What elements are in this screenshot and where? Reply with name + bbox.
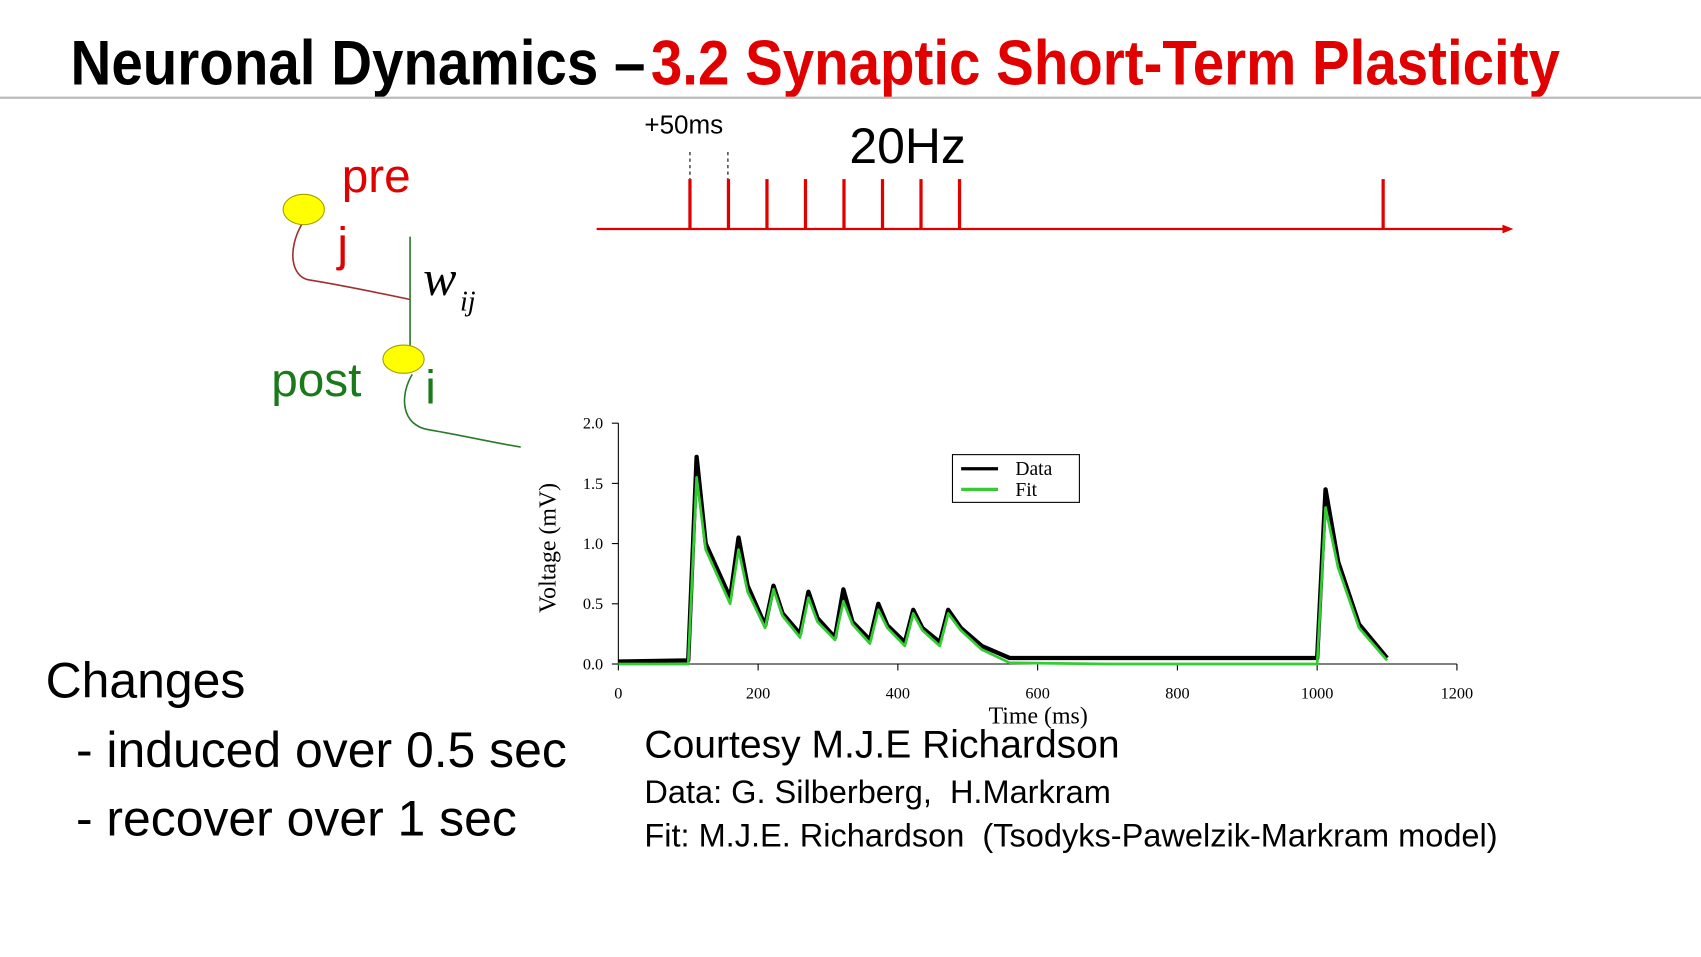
x-axis-label: Time (ms) — [989, 704, 1088, 730]
rate-label: 20Hz — [849, 118, 965, 174]
y-tick-label: 0.5 — [583, 595, 603, 613]
changes-line: - induced over 0.5 sec — [76, 722, 567, 778]
weight-label: w — [423, 251, 456, 306]
title: Neuronal Dynamics – — [71, 29, 646, 99]
neuron-pre — [282, 193, 325, 226]
legend-label: Fit — [1015, 480, 1037, 501]
series-line — [618, 476, 1389, 666]
title: 3.2 Synaptic Short-Term Plasticity — [651, 29, 1560, 99]
x-tick-label: 1000 — [1301, 685, 1334, 703]
x-tick-label: 800 — [1165, 685, 1189, 703]
chart: Time (ms) Voltage (mV) 0.0 0.5 1.0 1.5 2.0 0 2… — [535, 415, 1473, 730]
x-tick-label: 400 — [886, 685, 910, 703]
time-arrow — [1502, 224, 1514, 234]
x-tick-label: 600 — [1025, 685, 1049, 703]
y-tick-label: 0.0 — [583, 655, 603, 673]
axon-pre — [292, 224, 411, 301]
y-axis-label: Voltage (mV) — [535, 483, 561, 613]
label-i: i — [425, 362, 436, 415]
y-tick-label: 1.0 — [583, 535, 603, 553]
axon-post — [403, 373, 521, 448]
label-post: post — [271, 354, 361, 407]
interval-label: +50ms — [644, 110, 723, 140]
y-tick-label: 2.0 — [583, 415, 603, 433]
changes-line: - recover over 1 sec — [76, 790, 517, 846]
x-tick-label: 1200 — [1441, 685, 1474, 703]
x-tick-label: 200 — [746, 685, 770, 703]
changes-heading: Changes — [46, 653, 246, 709]
x-tick-label: 0 — [614, 685, 622, 703]
legend-box — [951, 454, 1080, 503]
label-j: j — [335, 218, 348, 271]
neuron-post — [382, 344, 425, 374]
weight-subscript: ij — [460, 286, 476, 317]
label-pre: pre — [342, 150, 411, 203]
credit: Data: G. Silberberg, H.Markram — [644, 774, 1110, 810]
credit: Courtesy M.J.E Richardson — [644, 723, 1119, 766]
legend-label: Data — [1015, 459, 1052, 480]
credit: Fit: M.J.E. Richardson (Tsodyks-Pawelzik… — [644, 817, 1497, 853]
y-tick-label: 1.5 — [583, 475, 603, 493]
